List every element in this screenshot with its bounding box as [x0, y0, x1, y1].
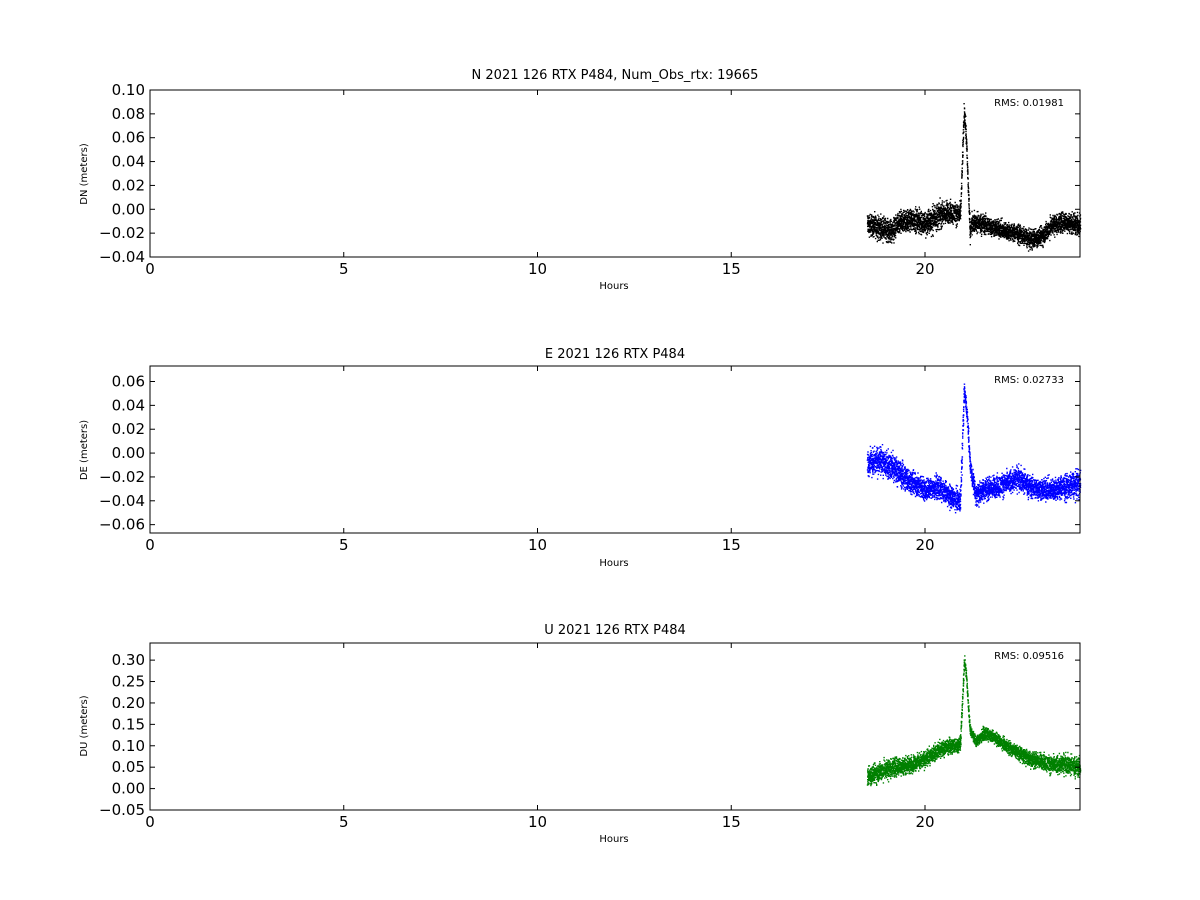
x-axis-label: Hours [599, 558, 628, 569]
y-tick-label: −0.02 [99, 468, 145, 486]
data-series-points [866, 383, 1082, 514]
y-tick-label: 0.00 [112, 780, 145, 798]
y-tick-label: −0.02 [99, 224, 145, 242]
y-axis-ticks: 0.30 0.25 0.20 0.15 0.10 0.05 0.00 −0.05 [99, 651, 1080, 819]
y-tick-label: 0.06 [112, 373, 145, 391]
panel-title: U 2021 126 RTX P484 [544, 623, 686, 638]
x-axis-ticks: 0 5 10 15 20 [145, 90, 935, 278]
panel-east: E 2021 126 RTX P484 0 5 10 15 20 0.060.040.0… [79, 347, 1082, 569]
y-tick-label: −0.05 [99, 801, 145, 819]
plot-area [866, 655, 1082, 787]
y-tick-label: −0.06 [99, 516, 145, 534]
x-tick-label: 10 [528, 260, 547, 278]
x-tick-label: 15 [722, 813, 741, 831]
y-tick-label: 0.00 [112, 200, 145, 218]
y-tick-label: 0.10 [112, 737, 145, 755]
rms-annotation: RMS: 0.02733 [994, 375, 1064, 386]
y-tick-label: 0.08 [112, 105, 145, 123]
x-tick-label: 5 [339, 536, 349, 554]
axes-frame [149, 642, 1081, 811]
y-axis-ticks: 0.06 0.04 0.02 0.00 −0.02 −0.04 −0.06 [99, 373, 1080, 534]
panel-up: U 2021 126 RTX P484 0 5 10 15 20 0.30 0.25 0.2… [79, 623, 1082, 845]
x-tick-label: 10 [528, 536, 547, 554]
y-tick-label: 0.10 [112, 81, 145, 99]
y-tick-label: 0.06 [112, 129, 145, 147]
y-tick-label: −0.04 [99, 248, 145, 266]
y-tick-label: −0.04 [99, 492, 145, 510]
x-axis-label: Hours [599, 281, 628, 292]
rms-annotation: RMS: 0.09516 [994, 651, 1064, 662]
x-axis-label: Hours [599, 834, 628, 845]
y-tick-label: 0.15 [112, 715, 145, 733]
y-tick-label: 0.04 [112, 396, 145, 414]
y-tick-label: 0.20 [112, 694, 145, 712]
y-tick-label: 0.25 [112, 673, 145, 691]
x-tick-label: 0 [145, 260, 155, 278]
y-axis-ticks: 0.10 0.08 0.06 0.04 0.02 0.00 −0.02 −0.04 [99, 81, 1080, 266]
y-tick-label: 0.30 [112, 651, 145, 669]
x-tick-label: 5 [339, 260, 349, 278]
rms-annotation: RMS: 0.01981 [994, 98, 1064, 109]
axes-frame [149, 365, 1081, 534]
x-axis-ticks: 0 5 10 15 20 [145, 366, 935, 554]
x-tick-label: 15 [722, 260, 741, 278]
plot-area [866, 383, 1082, 514]
axes-frame [149, 89, 1081, 258]
x-tick-label: 5 [339, 813, 349, 831]
x-tick-label: 20 [915, 260, 934, 278]
x-axis-ticks: 0 5 10 15 20 [145, 643, 935, 831]
data-series-points [866, 655, 1082, 787]
y-tick-label: 0.04 [112, 153, 145, 171]
x-tick-label: 0 [145, 536, 155, 554]
y-tick-label: 0.02 [112, 420, 145, 438]
y-tick-label: 0.05 [112, 758, 145, 776]
y-axis-label: DU (meters) [79, 695, 90, 756]
x-tick-label: 0 [145, 813, 155, 831]
x-tick-label: 20 [915, 536, 934, 554]
x-tick-label: 15 [722, 536, 741, 554]
x-tick-label: 10 [528, 813, 547, 831]
y-axis-label: DN (meters) [79, 143, 90, 205]
data-series-points [866, 103, 1082, 252]
panel-title: E 2021 126 RTX P484 [545, 347, 685, 362]
plot-area [866, 103, 1082, 252]
y-axis-label: DE (meters) [79, 420, 90, 480]
y-tick-label: 0.00 [112, 444, 145, 462]
panel-title: N 2021 126 RTX P484, Num_Obs_rtx: 19665 [472, 68, 759, 83]
panel-north: N 2021 126 RTX P484, Num_Obs_rtx: 19665 … [79, 68, 1082, 292]
y-tick-label: 0.02 [112, 176, 145, 194]
x-tick-label: 20 [915, 813, 934, 831]
